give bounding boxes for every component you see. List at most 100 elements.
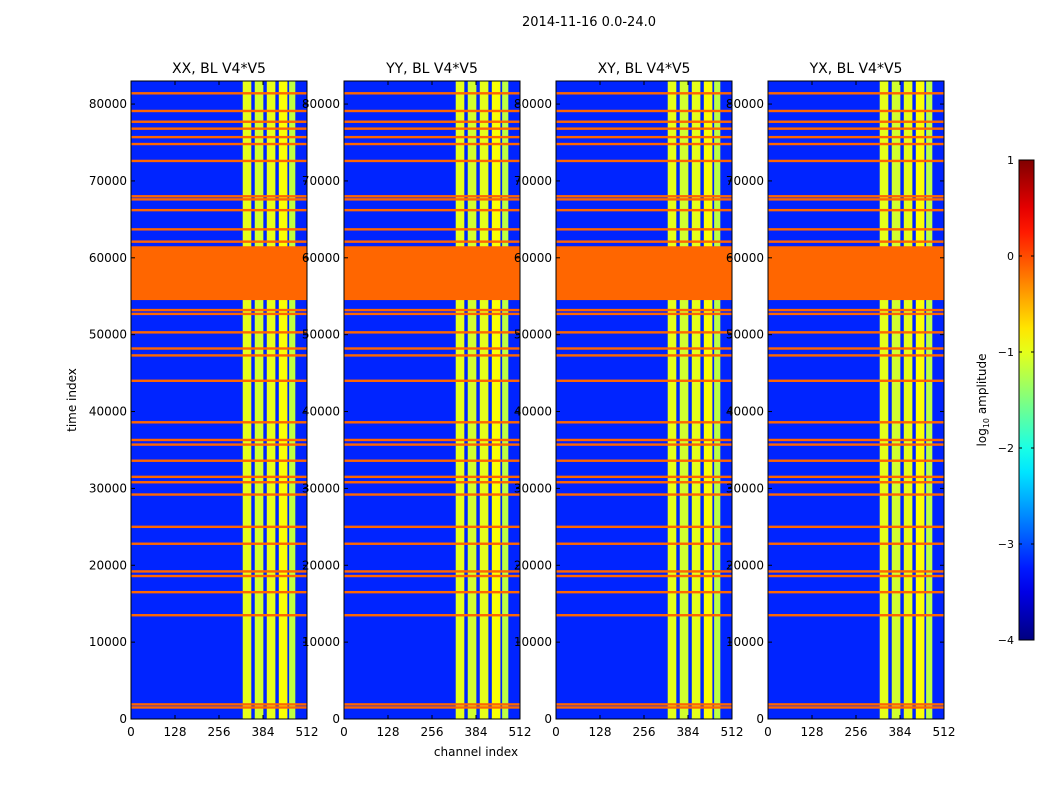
flagged-time-line	[556, 379, 732, 382]
heatmap-image	[131, 81, 307, 719]
flagged-time-line	[556, 438, 732, 442]
flagged-time-line	[768, 493, 944, 496]
flagged-time-line	[344, 614, 520, 617]
flagged-time-line	[556, 109, 732, 113]
flagged-time-line	[131, 525, 307, 529]
y-tick-label: 70000	[89, 174, 127, 188]
x-tick-label: 128	[164, 725, 187, 739]
colorbar-tick-label: −1	[998, 346, 1014, 359]
bright-channel-band	[254, 81, 264, 719]
flagged-time-line	[556, 542, 732, 545]
flagged-time-line	[556, 198, 732, 201]
y-tick-label: 70000	[302, 174, 340, 188]
flagged-time-line	[556, 574, 732, 578]
flagged-time-line	[131, 542, 307, 545]
flagged-time-line	[344, 109, 520, 113]
flagged-time-line	[768, 481, 944, 484]
y-tick-label: 50000	[89, 328, 127, 342]
flagged-time-line	[131, 92, 307, 95]
flagged-time-range	[556, 246, 732, 301]
flagged-time-line	[344, 142, 520, 146]
flagged-time-line	[131, 614, 307, 617]
y-tick-label: 80000	[726, 97, 764, 111]
bright-channel-band	[278, 81, 288, 719]
flagged-time-line	[768, 109, 944, 113]
bright-channel-band	[491, 81, 501, 719]
y-tick-label: 40000	[89, 405, 127, 419]
flagged-time-range	[131, 246, 307, 301]
flagged-time-line	[131, 706, 307, 709]
y-tick-label: 10000	[302, 635, 340, 649]
colorbar-tick-label: −4	[998, 634, 1014, 647]
flagged-time-line	[131, 208, 307, 212]
flagged-time-line	[768, 312, 944, 316]
flagged-time-line	[344, 574, 520, 578]
x-tick-label: 384	[677, 725, 700, 739]
bright-channel-band	[703, 81, 713, 719]
x-tick-label: 384	[465, 725, 488, 739]
colorbar: 1 0 −1 −2 −3 −4 log10 amplitude	[975, 154, 1035, 647]
flagged-time-line	[768, 570, 944, 573]
flagged-time-line	[344, 493, 520, 496]
flagged-time-line	[768, 92, 944, 95]
flagged-time-line	[768, 706, 944, 709]
flagged-time-line	[131, 331, 307, 334]
flagged-time-line	[768, 240, 944, 243]
flagged-time-line	[768, 459, 944, 462]
flagged-time-line	[131, 443, 307, 446]
heatmap-background	[768, 81, 944, 719]
x-axis-label: channel index	[434, 745, 518, 759]
flagged-time-line	[556, 354, 732, 357]
y-tick-label: 70000	[726, 174, 764, 188]
x-tick-label: 256	[208, 725, 231, 739]
flagged-time-line	[344, 706, 520, 709]
colorbar-tick-label: 1	[1007, 154, 1014, 167]
flagged-time-line	[556, 481, 732, 484]
flagged-time-line	[768, 308, 944, 312]
flagged-time-line	[131, 195, 307, 198]
flagged-time-line	[344, 703, 520, 706]
flagged-time-line	[768, 475, 944, 479]
flagged-time-line	[344, 438, 520, 442]
flagged-time-line	[768, 198, 944, 201]
flagged-time-line	[344, 240, 520, 243]
flagged-time-line	[768, 331, 944, 334]
y-tick-label: 0	[544, 712, 552, 726]
flagged-time-line	[131, 703, 307, 706]
bright-channel-band	[926, 81, 933, 719]
flagged-time-line	[344, 459, 520, 462]
flagged-time-line	[556, 421, 732, 424]
flagged-time-line	[131, 198, 307, 201]
flagged-time-line	[131, 312, 307, 316]
flagged-time-line	[344, 475, 520, 479]
colorbar-gradient	[1018, 159, 1035, 641]
y-tick-label: 80000	[89, 97, 127, 111]
bright-channel-band	[679, 81, 689, 719]
flagged-time-line	[131, 347, 307, 350]
flagged-time-line	[344, 312, 520, 316]
flagged-time-line	[131, 570, 307, 573]
flagged-time-line	[556, 590, 732, 594]
heatmap-background	[556, 81, 732, 719]
flagged-time-line	[556, 614, 732, 617]
flagged-time-line	[556, 525, 732, 529]
flagged-time-range	[344, 246, 520, 301]
flagged-time-line	[768, 421, 944, 424]
y-tick-label: 40000	[726, 405, 764, 419]
bright-channel-band	[915, 81, 925, 719]
flagged-time-line	[344, 590, 520, 594]
y-tick-label: 80000	[302, 97, 340, 111]
flagged-time-line	[131, 459, 307, 462]
flagged-time-line	[556, 92, 732, 95]
flagged-time-line	[556, 195, 732, 198]
panels: XX, BL V4*V5 0 128 256 384 512 0 10000 20000 3000…	[89, 61, 956, 739]
flagged-time-line	[768, 354, 944, 357]
bright-channel-band	[891, 81, 901, 719]
y-tick-label: 30000	[514, 481, 552, 495]
flagged-time-line	[131, 142, 307, 146]
flagged-time-line	[768, 195, 944, 198]
flagged-time-line	[556, 331, 732, 334]
flagged-time-line	[131, 590, 307, 594]
panel-title: YY, BL V4*V5	[385, 61, 478, 77]
flagged-time-line	[344, 421, 520, 424]
